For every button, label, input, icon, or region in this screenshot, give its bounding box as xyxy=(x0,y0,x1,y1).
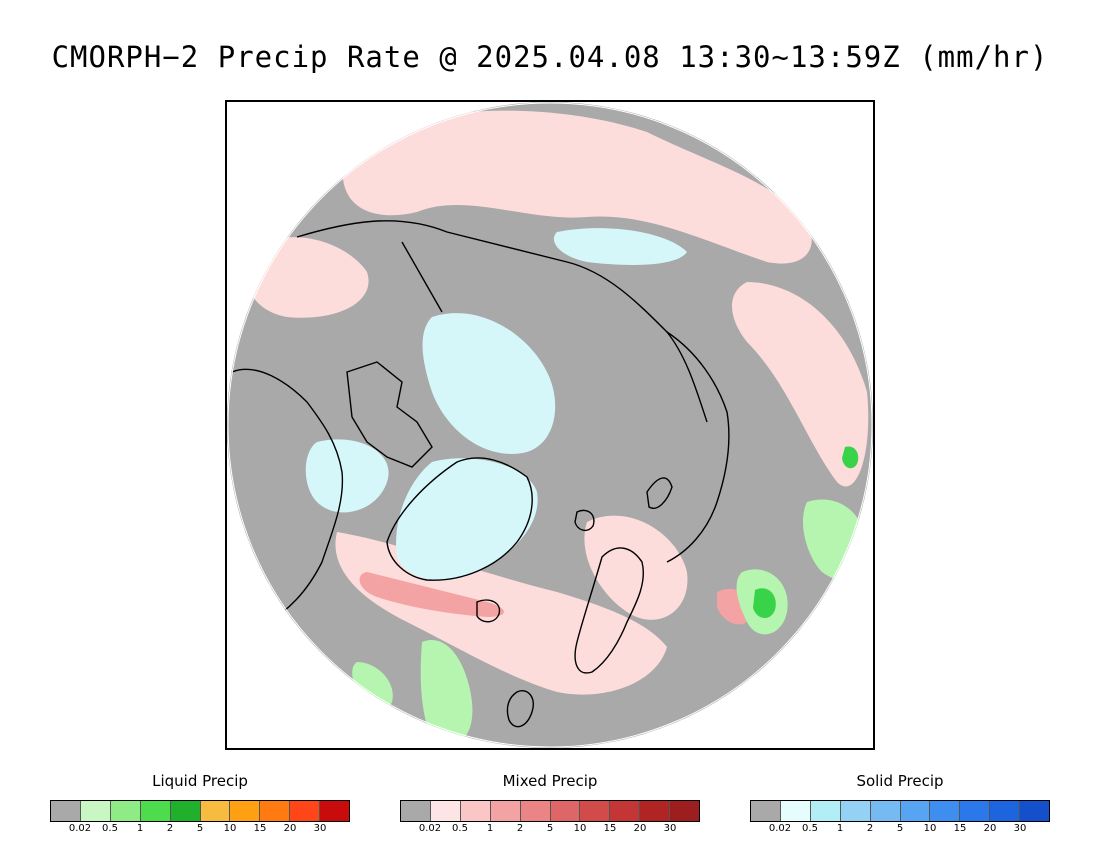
color-swatch xyxy=(840,801,871,821)
color-scale xyxy=(50,800,350,822)
tick-label: 10 xyxy=(223,823,237,834)
color-swatch xyxy=(640,801,671,821)
legend-title: Mixed Precip xyxy=(502,772,598,790)
precip-field xyxy=(227,102,873,748)
greenland-coast xyxy=(386,457,533,581)
tick-label: 1 xyxy=(836,823,844,834)
color-swatch xyxy=(170,801,201,821)
solid-precip-siberian-coast xyxy=(553,228,687,265)
color-swatch xyxy=(870,801,901,821)
mixed-precip-greenland-sea-band xyxy=(359,572,504,617)
color-swatch xyxy=(780,801,811,821)
tick-label: 0.5 xyxy=(802,823,818,834)
projection-disc-edge xyxy=(227,102,873,748)
tick-labels: 0.02 0.5 1 2 5 10 15 20 30 xyxy=(400,822,700,836)
liquid-precip-japan xyxy=(842,446,859,469)
liquid-precip-atlantic xyxy=(420,640,473,748)
svalbard-coast xyxy=(574,509,595,532)
tick-label: 10 xyxy=(923,823,937,834)
coastlines xyxy=(231,220,730,728)
color-scale xyxy=(750,800,1050,822)
color-scale xyxy=(400,800,700,822)
tick-label: 2 xyxy=(166,823,174,834)
mixed-precip-siberia xyxy=(342,110,812,264)
map-canvas xyxy=(227,102,873,748)
legend-title: Solid Precip xyxy=(856,772,944,790)
color-swatch xyxy=(110,801,141,821)
color-swatch xyxy=(401,801,431,821)
tick-label: 1 xyxy=(486,823,494,834)
legend-solid-precip: Solid Precip 0.02 0.5 1 2 5 10 15 20 30 xyxy=(750,772,1050,836)
liquid-precip-china-core xyxy=(753,588,776,619)
tick-label: 2 xyxy=(866,823,874,834)
alaska-russia-border xyxy=(401,241,443,313)
color-swatch xyxy=(260,801,291,821)
color-swatch xyxy=(930,801,961,821)
color-swatch xyxy=(80,801,111,821)
canadian-archipelago-coast xyxy=(346,361,433,468)
polar-precip-map[interactable] xyxy=(225,100,875,750)
tick-label: 20 xyxy=(633,823,647,834)
solid-precip-greenland xyxy=(396,458,538,581)
solid-precip-canada xyxy=(305,439,389,513)
tick-label: 20 xyxy=(283,823,297,834)
tick-label: 0.02 xyxy=(418,823,442,834)
color-swatch xyxy=(430,801,461,821)
tick-label: 15 xyxy=(953,823,967,834)
tick-labels: 0.02 0.5 1 2 5 10 15 20 30 xyxy=(750,822,1050,836)
tick-label: 20 xyxy=(983,823,997,834)
tick-label: 30 xyxy=(1013,823,1027,834)
legend-title: Liquid Precip xyxy=(152,772,248,790)
color-swatch xyxy=(550,801,581,821)
tick-label: 1 xyxy=(136,823,144,834)
tick-label: 0.02 xyxy=(68,823,92,834)
color-swatch xyxy=(610,801,641,821)
color-swatch xyxy=(960,801,991,821)
mixed-precip-scandinavia xyxy=(584,515,688,620)
color-swatch xyxy=(580,801,611,821)
north-america-coast xyxy=(231,368,344,623)
tick-label: 0.5 xyxy=(102,823,118,834)
tick-label: 5 xyxy=(896,823,904,834)
russia-north-coast xyxy=(666,331,730,563)
tick-label: 30 xyxy=(663,823,677,834)
tick-label: 30 xyxy=(313,823,327,834)
color-swatch xyxy=(320,801,350,821)
color-swatch xyxy=(200,801,231,821)
legend-mixed-precip: Mixed Precip 0.02 0.5 1 2 5 10 15 20 30 xyxy=(400,772,700,836)
color-swatch xyxy=(810,801,841,821)
color-swatch xyxy=(900,801,931,821)
color-swatch xyxy=(670,801,700,821)
tick-label: 0.02 xyxy=(768,823,792,834)
tick-label: 5 xyxy=(196,823,204,834)
color-swatch xyxy=(490,801,521,821)
tick-labels: 0.02 0.5 1 2 5 10 15 20 30 xyxy=(50,822,350,836)
color-swatch xyxy=(990,801,1021,821)
color-swatch xyxy=(51,801,81,821)
tick-label: 10 xyxy=(573,823,587,834)
tick-label: 0.5 xyxy=(452,823,468,834)
mixed-precip-east-asia xyxy=(732,282,869,487)
novaya-zemlya-coast xyxy=(646,477,673,509)
tick-label: 5 xyxy=(546,823,554,834)
scandinavia-coast xyxy=(574,547,644,674)
color-swatch xyxy=(140,801,171,821)
color-swatch xyxy=(520,801,551,821)
color-swatch xyxy=(290,801,321,821)
map-title: CMORPH−2 Precip Rate @ 2025.04.08 13:30∼… xyxy=(51,40,1049,74)
british-isles-coast xyxy=(506,690,534,728)
color-swatch xyxy=(751,801,781,821)
tick-label: 2 xyxy=(516,823,524,834)
solid-precip-central-arctic xyxy=(422,313,556,454)
color-swatch xyxy=(1020,801,1050,821)
tick-label: 15 xyxy=(253,823,267,834)
legend-liquid-precip: Liquid Precip 0.02 0.5 1 2 5 10 15 20 30 xyxy=(50,772,350,836)
color-swatch xyxy=(460,801,491,821)
iceland-coast xyxy=(476,599,501,623)
tick-label: 15 xyxy=(603,823,617,834)
siberia-coast xyxy=(296,220,708,423)
color-swatch xyxy=(230,801,261,821)
